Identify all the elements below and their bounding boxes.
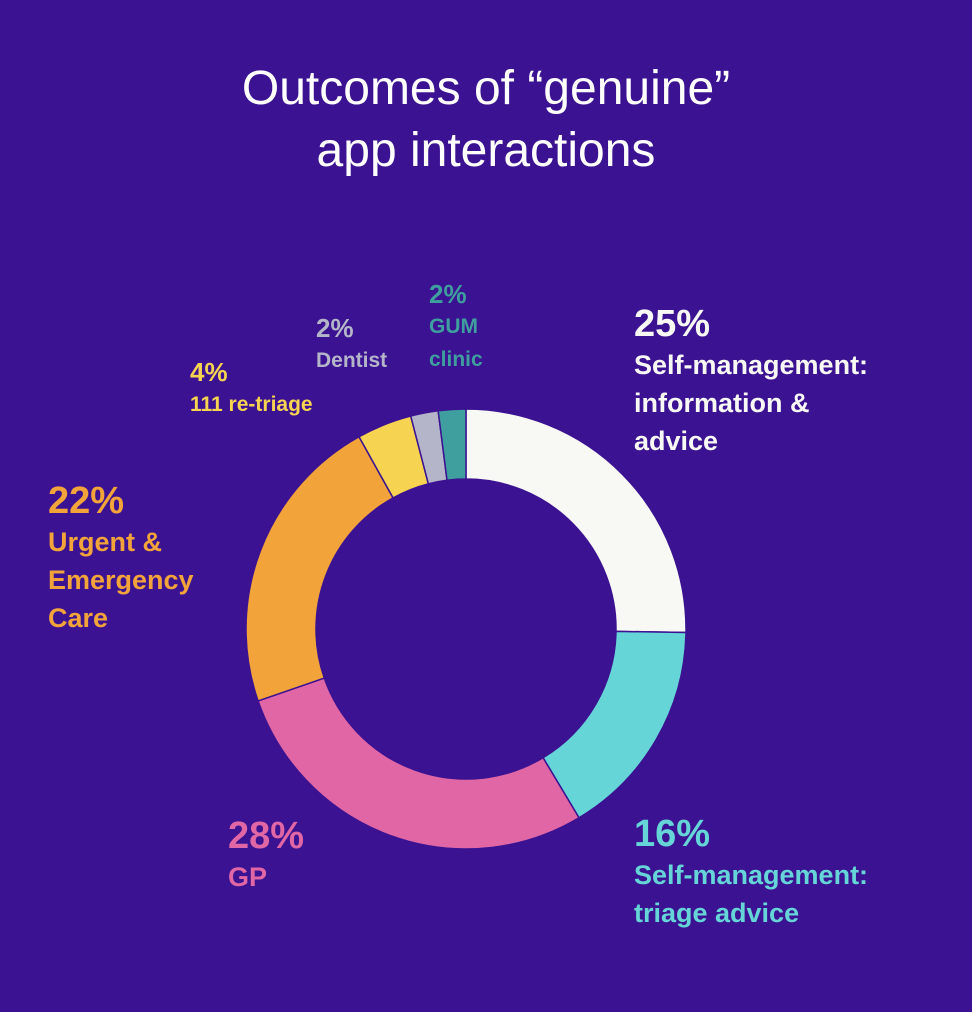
donut-segment-1 (542, 630, 687, 819)
label-pct: 25% (634, 303, 711, 345)
label-name: Urgent & Emergency Care (48, 527, 194, 633)
label-name: GUM clinic (429, 315, 483, 371)
donut-segment-3 (245, 435, 395, 702)
label-gp: 28% GP (228, 814, 304, 896)
label-pct: 16% (634, 813, 711, 855)
label-111-retriage: 4% 111 re-triage (190, 356, 313, 421)
label-pct: 28% (228, 815, 305, 857)
label-dentist: 2% Dentist (316, 312, 387, 377)
donut-segment-2 (257, 677, 581, 850)
label-pct: 2% (429, 279, 467, 309)
donut-segments (245, 408, 687, 850)
chart-title: Outcomes of “genuine” app interactions (0, 58, 972, 182)
donut-segment-6 (437, 408, 467, 482)
label-name: Dentist (316, 349, 388, 372)
label-pct: 4% (190, 357, 228, 387)
donut-segment-0 (465, 408, 687, 634)
label-gum-clinic: 2% GUM clinic (429, 278, 483, 376)
label-self-management-info: 25% Self-management: information & advic… (634, 302, 868, 460)
label-urgent-emergency: 22% Urgent & Emergency Care (48, 479, 194, 637)
label-name: GP (228, 862, 268, 892)
chart-title-line-2: app interactions (316, 124, 656, 177)
label-self-management-triage: 16% Self-management: triage advice (634, 812, 868, 932)
label-name: Self-management: triage advice (634, 860, 869, 928)
label-name: Self-management: information & advice (634, 350, 869, 456)
label-pct: 22% (48, 480, 125, 522)
label-name: 111 re-triage (190, 393, 313, 416)
label-pct: 2% (316, 313, 354, 343)
chart-title-line-1: Outcomes of “genuine” (241, 62, 731, 115)
